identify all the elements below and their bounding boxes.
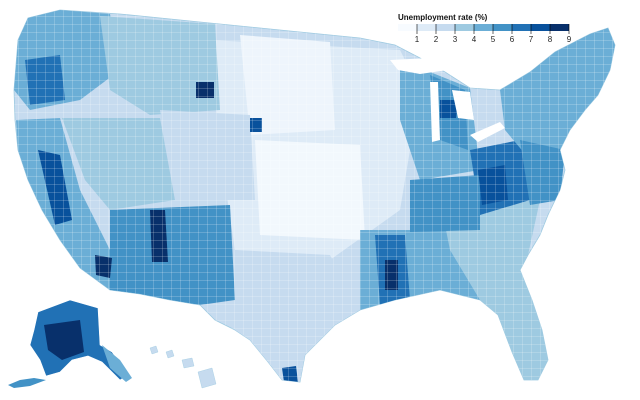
legend-title: Unemployment rate (%) xyxy=(398,13,488,22)
legend-swatch xyxy=(493,24,512,31)
lake-erie xyxy=(470,122,505,142)
alaska-dark-core xyxy=(44,320,84,360)
lake-huron xyxy=(452,90,474,120)
legend-ticks: 1 2 3 4 5 6 7 8 9 xyxy=(415,24,572,44)
legend-tick-label: 6 xyxy=(510,35,515,44)
legend-swatch xyxy=(455,24,474,31)
lake-michigan xyxy=(430,82,440,142)
legend: Unemployment rate (%) 1 2 3 4 5 6 7 8 9 xyxy=(398,13,572,44)
legend-tick-label: 7 xyxy=(529,35,534,44)
legend-tick-label: 4 xyxy=(472,35,477,44)
legend-swatch xyxy=(474,24,493,31)
legend-tick-label: 3 xyxy=(453,35,458,44)
legend-swatch xyxy=(531,24,550,31)
legend-swatch xyxy=(512,24,531,31)
alaska-aleutians xyxy=(8,378,46,388)
hawaii-maui xyxy=(181,357,195,369)
legend-tick-label: 5 xyxy=(491,35,496,44)
legend-tick-label: 8 xyxy=(548,35,553,44)
hawaii-big-island xyxy=(197,367,217,389)
alaska-panhandle xyxy=(102,345,132,382)
legend-swatch xyxy=(436,24,455,31)
legend-swatch xyxy=(398,24,417,31)
legend-swatch xyxy=(550,24,569,31)
alaska-inset xyxy=(8,299,132,388)
legend-swatch xyxy=(417,24,436,31)
legend-tick-label: 1 xyxy=(415,35,420,44)
great-lakes-water xyxy=(390,58,505,142)
hawaii-oahu xyxy=(165,349,175,359)
legend-tick-label: 2 xyxy=(434,35,439,44)
legend-tick-label: 9 xyxy=(567,35,572,44)
hawaii-kauai xyxy=(149,345,159,355)
legend-swatches xyxy=(398,24,569,31)
hawaii-inset xyxy=(149,345,217,389)
lake-superior xyxy=(390,58,448,74)
